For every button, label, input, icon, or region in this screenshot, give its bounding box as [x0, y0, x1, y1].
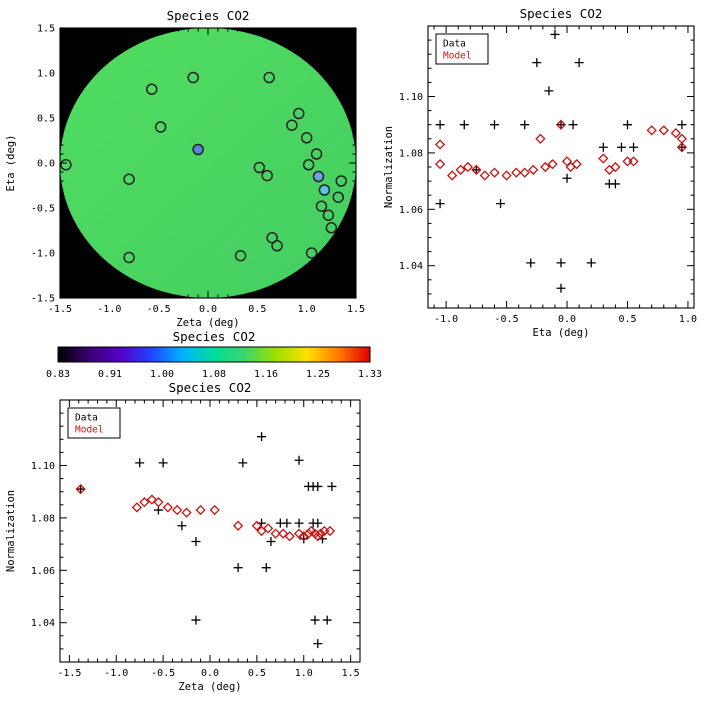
svg-text:-1.5: -1.5 — [48, 304, 72, 315]
svg-text:0.0: 0.0 — [201, 668, 219, 679]
svg-text:0.5: 0.5 — [618, 314, 636, 325]
svg-text:0.91: 0.91 — [98, 369, 122, 380]
svg-text:0.0: 0.0 — [558, 314, 576, 325]
svg-text:1.06: 1.06 — [31, 566, 55, 577]
svg-text:Eta (deg): Eta (deg) — [533, 327, 590, 339]
svg-text:Data: Data — [443, 39, 466, 50]
svg-text:1.25: 1.25 — [306, 369, 330, 380]
svg-text:-1.5: -1.5 — [57, 668, 81, 679]
zeta-normalization-plot: -1.5 -1.0 -0.5 0.0 0.5 1.0 1.5 1.04 1.06 1.08 1.10… — [5, 380, 361, 693]
svg-text:1.33: 1.33 — [358, 369, 382, 380]
svg-text:-0.5: -0.5 — [147, 304, 171, 315]
svg-text:Species CO2: Species CO2 — [520, 6, 603, 21]
svg-text:1.08: 1.08 — [31, 513, 55, 524]
svg-text:1.10: 1.10 — [31, 461, 55, 472]
svg-text:0.83: 0.83 — [46, 369, 70, 380]
svg-text:-1.0: -1.0 — [97, 304, 121, 315]
svg-text:1.5: 1.5 — [37, 24, 55, 35]
svg-text:0.5: 0.5 — [248, 668, 266, 679]
svg-text:-1.0: -1.0 — [434, 314, 458, 325]
svg-text:1.0: 1.0 — [37, 69, 55, 80]
svg-text:Species CO2: Species CO2 — [167, 8, 250, 23]
svg-text:1.06: 1.06 — [399, 205, 423, 216]
svg-text:-1.0: -1.0 — [104, 668, 128, 679]
svg-text:1.04: 1.04 — [31, 618, 55, 629]
svg-text:Zeta (deg): Zeta (deg) — [178, 681, 241, 693]
svg-text:1.5: 1.5 — [347, 304, 365, 315]
svg-text:0.5: 0.5 — [37, 114, 55, 125]
svg-text:1.00: 1.00 — [150, 369, 174, 380]
svg-text:1.04: 1.04 — [399, 261, 423, 272]
svg-text:-0.5: -0.5 — [151, 668, 175, 679]
svg-text:Species CO2: Species CO2 — [169, 380, 252, 395]
svg-text:-0.5: -0.5 — [31, 204, 55, 215]
svg-text:1.10: 1.10 — [399, 92, 423, 103]
map-plot-species-co2: -1.5 -1.0 -0.5 0.0 0.5 1.0 1.5 -1.5 -1.0 -0.5 0.0 0… — [5, 8, 365, 329]
svg-text:Data: Data — [75, 413, 98, 424]
svg-text:1.0: 1.0 — [679, 314, 697, 325]
svg-text:Normalization: Normalization — [383, 126, 395, 208]
svg-text:Zeta (deg): Zeta (deg) — [176, 317, 239, 329]
svg-text:-1.5: -1.5 — [31, 294, 55, 305]
svg-text:0.0: 0.0 — [37, 159, 55, 170]
svg-text:1.0: 1.0 — [295, 668, 313, 679]
svg-text:Model: Model — [443, 51, 472, 62]
svg-text:-1.0: -1.0 — [31, 249, 55, 260]
svg-text:Species CO2: Species CO2 — [173, 330, 256, 344]
svg-text:1.08: 1.08 — [202, 369, 226, 380]
colorbar-species-co2: Species CO2 0.83 0.91 1.00 1.08 1.16 1.25 1.33 — [46, 330, 382, 380]
svg-text:1.5: 1.5 — [342, 668, 360, 679]
svg-text:1.08: 1.08 — [399, 148, 423, 159]
svg-text:-0.5: -0.5 — [495, 314, 519, 325]
svg-text:0.5: 0.5 — [248, 304, 266, 315]
svg-text:Eta (deg): Eta (deg) — [5, 135, 17, 192]
svg-text:1.16: 1.16 — [254, 369, 278, 380]
svg-text:Normalization: Normalization — [5, 490, 17, 572]
svg-text:Model: Model — [75, 425, 104, 436]
svg-text:0.0: 0.0 — [199, 304, 217, 315]
eta-normalization-plot: -1.0 -0.5 0.0 0.5 1.0 1.04 1.06 1.08 1.10 Species… — [383, 6, 697, 339]
svg-text:1.0: 1.0 — [298, 304, 316, 315]
